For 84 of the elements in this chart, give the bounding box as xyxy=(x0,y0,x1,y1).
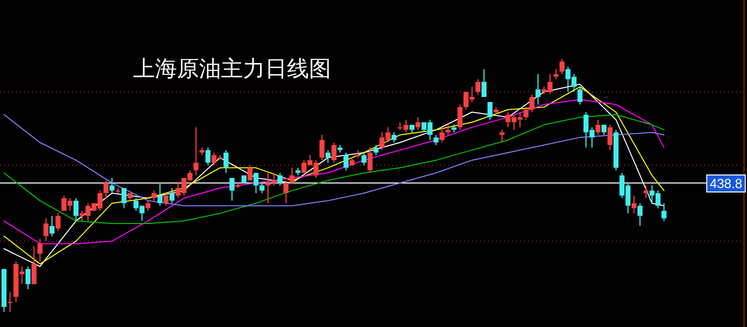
candlestick xyxy=(80,210,84,222)
candlestick xyxy=(470,86,474,103)
candlestick xyxy=(494,106,498,116)
annotation: 438.8 xyxy=(710,176,742,191)
candlestick xyxy=(524,106,528,120)
candlestick xyxy=(452,124,456,133)
candlestick xyxy=(650,185,654,204)
candlestick xyxy=(620,172,624,199)
candlestick xyxy=(590,126,594,148)
title: 上海原油主力日线图 xyxy=(133,57,331,82)
candlestick xyxy=(344,152,348,171)
candlestick xyxy=(20,266,24,285)
candlestick xyxy=(272,172,276,186)
candlestick xyxy=(26,266,30,290)
candlestick xyxy=(8,291,12,312)
candlestick xyxy=(512,114,516,130)
candlestick xyxy=(632,195,636,214)
candlestick xyxy=(158,182,162,206)
candlestick xyxy=(554,68,558,80)
candlestick xyxy=(152,190,156,202)
candlestick xyxy=(266,172,270,204)
candlestick xyxy=(296,167,300,176)
candlestick xyxy=(368,147,372,174)
candlestick xyxy=(626,182,630,214)
candlestick xyxy=(212,152,216,166)
candlestick xyxy=(416,116,420,130)
candlestick xyxy=(662,202,666,222)
candlestick xyxy=(638,202,642,226)
candlestick xyxy=(542,86,546,95)
candlestick xyxy=(428,119,432,140)
candlestick xyxy=(314,160,318,178)
candlestick xyxy=(74,198,78,222)
candlestick xyxy=(380,132,384,151)
candlestick xyxy=(146,200,150,212)
candlestick xyxy=(500,129,504,143)
candlestick xyxy=(68,198,72,212)
candlestick xyxy=(278,172,282,186)
candlestick xyxy=(362,152,366,166)
candlestick xyxy=(194,126,198,176)
candlestick xyxy=(518,112,522,128)
candlestick xyxy=(404,119,408,133)
candlestick xyxy=(572,74,576,92)
candlestick xyxy=(200,147,204,156)
candlestick xyxy=(566,66,570,92)
candlestick xyxy=(38,238,42,262)
candlestick xyxy=(206,147,210,166)
candlestick xyxy=(560,58,564,75)
candlestick xyxy=(86,202,90,222)
candlestick xyxy=(656,190,660,209)
candlestick xyxy=(260,182,264,194)
candlestick xyxy=(164,192,168,206)
candlestick xyxy=(14,260,18,302)
candlestick xyxy=(326,150,330,164)
candlestick xyxy=(104,180,108,199)
candlestick xyxy=(320,134,324,161)
candlestick xyxy=(506,112,510,128)
candlestick xyxy=(98,190,102,212)
candlestick xyxy=(374,144,378,156)
candlestick xyxy=(110,177,114,194)
candlestick xyxy=(434,134,438,146)
candlestick xyxy=(548,74,552,95)
candlestick xyxy=(176,182,180,199)
candlestick xyxy=(644,185,648,199)
candlestick xyxy=(596,119,600,136)
candlestick xyxy=(56,212,60,232)
annotation: 438.8 xyxy=(706,174,746,192)
candlestick xyxy=(536,74,540,106)
candlestick xyxy=(608,124,612,151)
candlestick xyxy=(170,188,174,204)
candlestick xyxy=(392,132,396,143)
candlestick xyxy=(476,78,480,95)
candlestick xyxy=(284,180,288,204)
candlestick xyxy=(446,124,450,136)
candlestick xyxy=(440,126,444,143)
candlestick xyxy=(584,112,588,148)
candlestick xyxy=(134,198,138,212)
candlestick xyxy=(50,215,54,237)
candlestick xyxy=(224,150,228,174)
candlestick xyxy=(530,94,534,113)
candlestick xyxy=(458,104,462,130)
candlestick xyxy=(578,86,582,106)
candlestick xyxy=(338,144,342,154)
candlestick xyxy=(332,142,336,164)
candlestick xyxy=(44,218,48,242)
